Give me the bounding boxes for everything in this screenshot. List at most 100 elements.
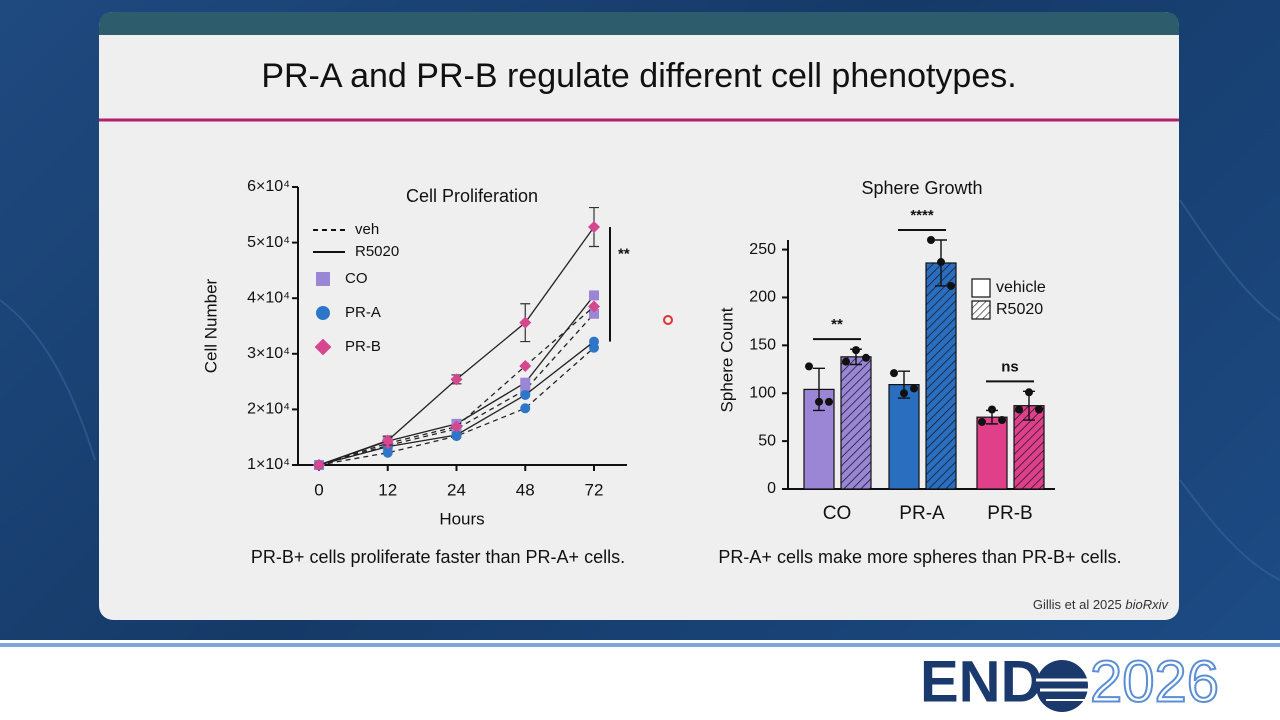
series-line	[318, 306, 595, 466]
data-point	[1015, 405, 1023, 414]
data-point	[589, 308, 599, 319]
caption-right: PR-A+ cells make more spheres than PR-B+…	[718, 547, 1121, 567]
bg-curve	[1179, 479, 1280, 581]
bar	[840, 356, 872, 490]
bar	[976, 416, 1008, 490]
y-tick-label: 50	[758, 432, 776, 449]
legend-label: PR-B	[345, 338, 381, 355]
legend-label: veh	[355, 221, 379, 238]
legend-marker	[314, 338, 332, 356]
x-tick-label: PR-B	[987, 503, 1032, 524]
x-tick-label: 12	[378, 480, 397, 499]
logo-right: 2026	[1090, 649, 1219, 714]
slide-title: PR-A and PR-B regulate different cell ph…	[261, 57, 1016, 95]
data-point	[519, 360, 532, 373]
citation-journal: bioRxiv	[1125, 597, 1169, 612]
x-axis-label: Hours	[439, 509, 484, 528]
data-point	[825, 397, 833, 406]
data-point	[520, 384, 531, 395]
y-tick-label: 2×10⁴	[247, 401, 290, 418]
legend-marker	[316, 272, 330, 286]
x-tick-label: CO	[823, 503, 852, 524]
data-point	[519, 316, 532, 329]
data-point	[978, 417, 986, 426]
logo-left: END	[920, 649, 1042, 714]
data-point	[313, 459, 325, 471]
bg-curve	[0, 299, 96, 461]
y-axis-label: Sphere Count	[717, 307, 736, 412]
data-point	[910, 384, 918, 393]
caption-left: PR-B+ cells proliferate faster than PR-A…	[251, 547, 625, 567]
legend-label: R5020	[355, 243, 399, 260]
y-tick-label: 4×10⁴	[247, 289, 290, 306]
data-point	[805, 362, 813, 371]
y-tick-label: 3×10⁴	[247, 345, 290, 362]
data-point	[937, 258, 945, 267]
y-tick-label: 200	[749, 289, 776, 306]
citation: Gillis et al 2025 bioRxiv	[1033, 597, 1170, 612]
significance-label: ns	[1001, 358, 1019, 375]
y-tick-label: 250	[749, 241, 776, 258]
data-point	[589, 290, 599, 301]
bar	[925, 262, 957, 490]
y-tick-label: 1×10⁴	[247, 456, 290, 473]
data-point	[852, 346, 860, 355]
legend-label: R5020	[996, 301, 1043, 318]
data-point	[451, 429, 462, 440]
legend-label: PR-A	[345, 304, 381, 321]
x-tick-label: 0	[314, 480, 323, 499]
data-point	[988, 405, 996, 414]
significance-label: **	[831, 316, 843, 333]
data-point	[520, 377, 531, 388]
data-point	[588, 221, 600, 234]
legend-label: vehicle	[996, 279, 1046, 296]
data-point	[998, 416, 1006, 425]
x-tick-label: PR-A	[899, 503, 945, 524]
data-point	[588, 300, 600, 313]
data-point	[862, 353, 870, 362]
logo-globe	[1036, 660, 1088, 712]
y-axis-label: Cell Number	[201, 278, 220, 373]
legend-swatch	[971, 300, 991, 320]
y-tick-label: 0	[767, 480, 776, 497]
y-tick-label: 100	[749, 384, 776, 401]
data-point	[1025, 388, 1033, 397]
footer-rule	[0, 643, 1280, 647]
series-line	[318, 347, 595, 466]
chart-title: Sphere Growth	[861, 178, 982, 198]
data-point	[815, 397, 823, 406]
data-point	[947, 281, 955, 290]
data-point	[520, 389, 531, 400]
significance-label: **	[618, 245, 630, 262]
data-point	[1035, 405, 1043, 414]
panel-header-band	[99, 12, 1179, 35]
data-point	[381, 434, 394, 447]
x-tick-label: 48	[516, 480, 535, 499]
legend-swatch	[971, 278, 991, 298]
data-point	[890, 369, 898, 378]
y-tick-label: 5×10⁴	[247, 234, 290, 251]
citation-authors: Gillis et al 2025	[1033, 597, 1122, 612]
significance-label: ****	[910, 207, 934, 224]
data-point	[842, 357, 850, 366]
series-line	[318, 313, 595, 466]
data-point	[450, 420, 463, 433]
legend-label: CO	[345, 270, 368, 287]
data-point	[520, 403, 531, 414]
data-point	[900, 389, 908, 398]
data-point	[927, 236, 935, 244]
legend-marker	[316, 306, 330, 320]
y-tick-label: 150	[749, 337, 776, 354]
x-tick-label: 24	[447, 480, 466, 499]
background-pattern	[0, 199, 1280, 581]
bar	[888, 384, 920, 490]
globe	[1036, 660, 1088, 712]
chart-title: Cell Proliferation	[406, 186, 538, 206]
bg-curve	[1179, 199, 1280, 321]
x-tick-label: 72	[585, 480, 604, 499]
y-tick-label: 6×10⁴	[247, 178, 290, 195]
data-point	[589, 336, 599, 347]
cursor-indicator	[663, 315, 673, 325]
